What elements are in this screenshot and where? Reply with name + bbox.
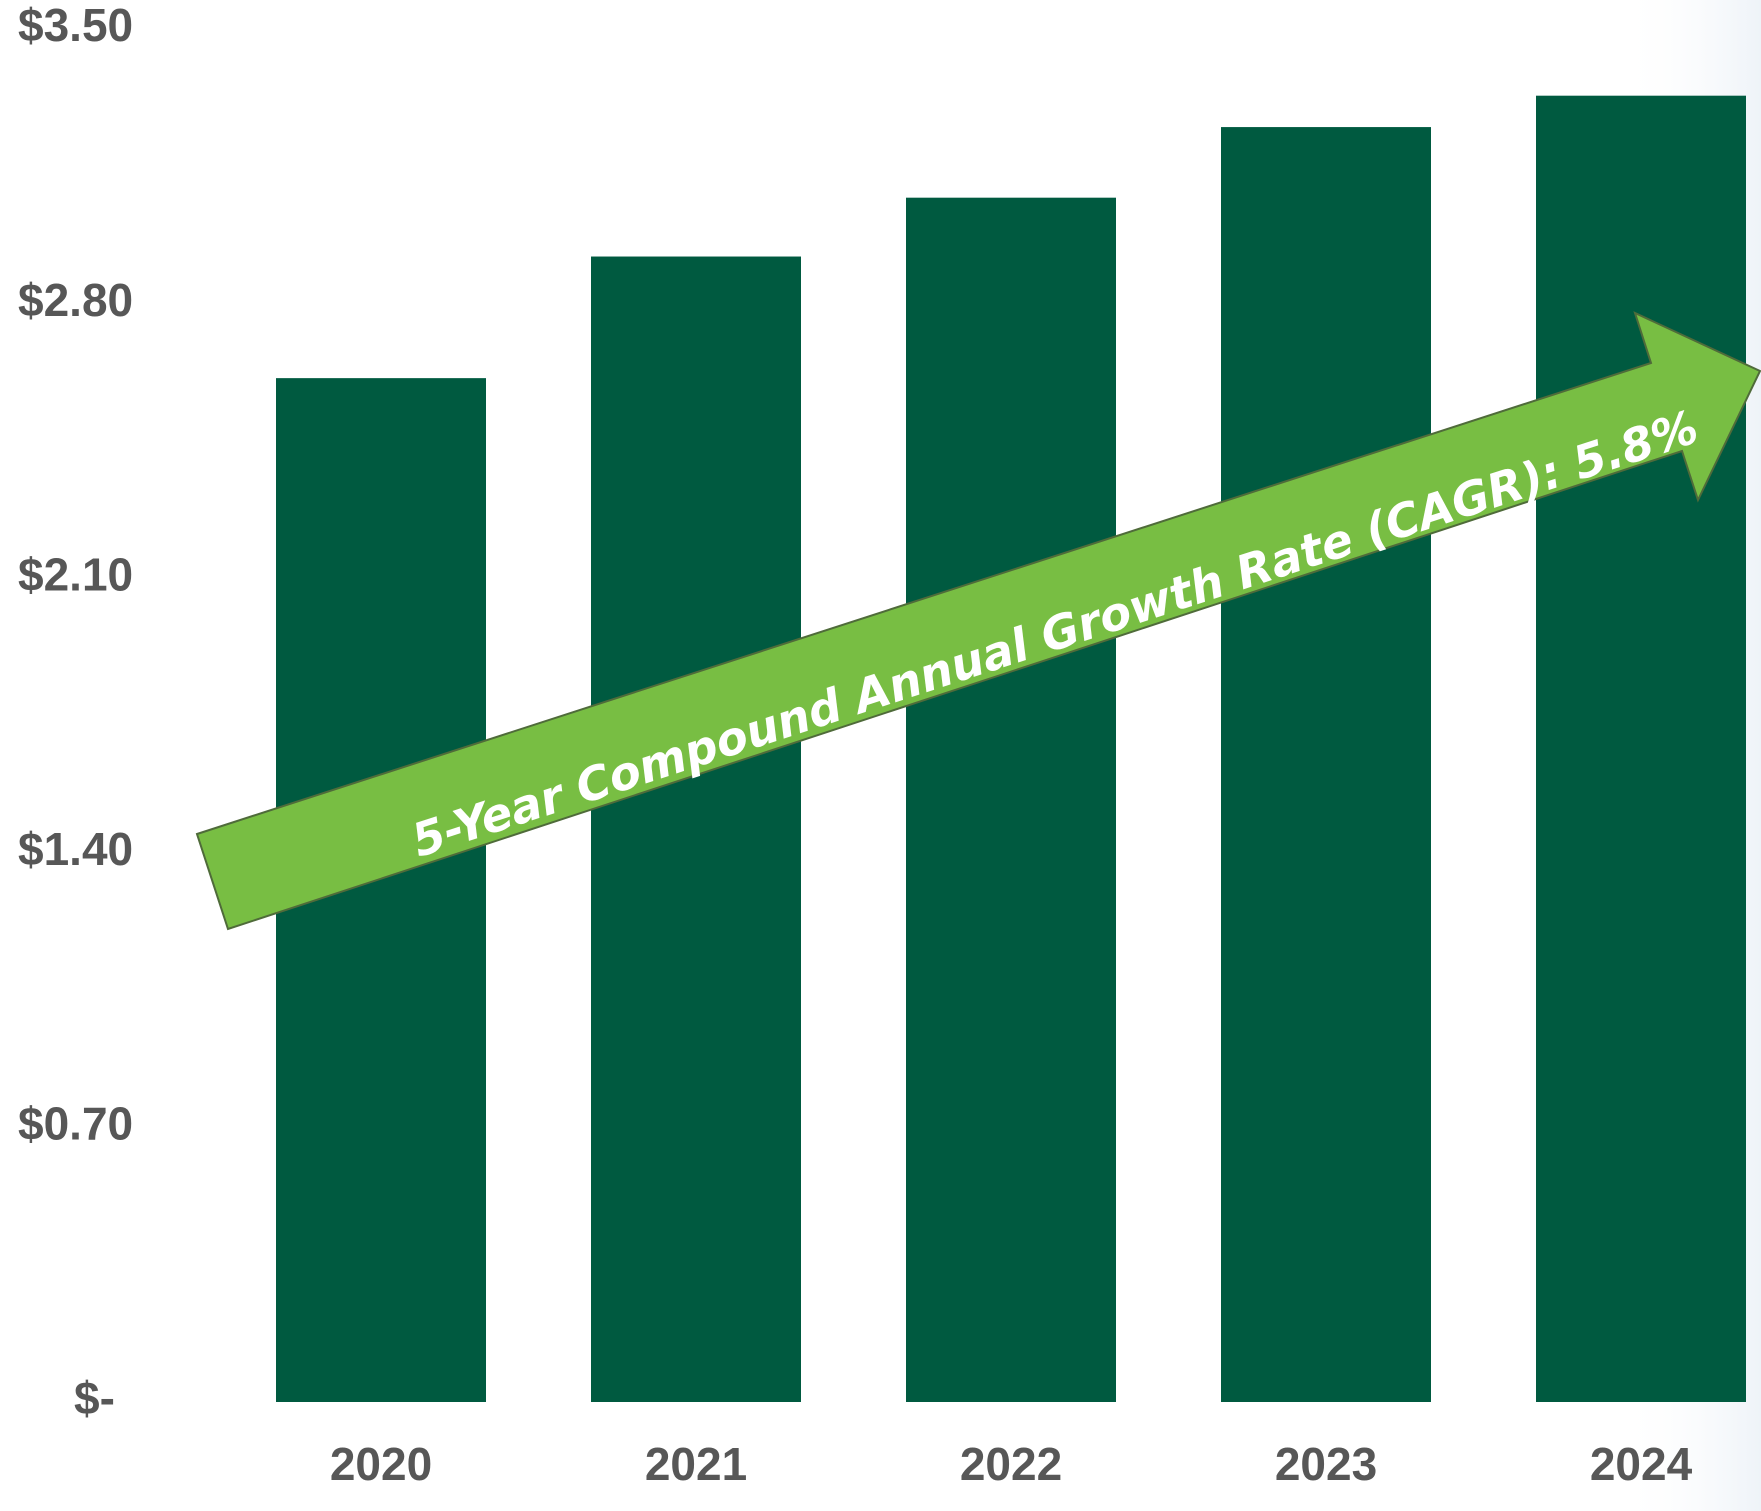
bar-2021 [591,256,801,1402]
y-tick-label: $2.80 [18,274,133,326]
x-tick-label: 2022 [960,1438,1062,1490]
y-axis: $- $0.70 $1.40 $2.10 $2.80 $3.50 [18,0,133,1424]
x-axis: 2020 2021 2022 2023 2024 [330,1438,1693,1490]
y-tick-label: $0.70 [18,1098,133,1150]
bar-2022 [906,197,1116,1402]
x-tick-label: 2024 [1590,1438,1693,1490]
bars [276,95,1746,1403]
bar-2024 [1536,95,1746,1402]
y-tick-label: $1.40 [18,823,133,875]
x-tick-label: 2020 [330,1438,432,1490]
y-tick-label: $- [74,1372,115,1424]
y-tick-label: $2.10 [18,548,133,600]
x-tick-label: 2021 [645,1438,747,1490]
y-tick-label: $3.50 [18,0,133,51]
cagr-arrow-shape [195,311,1761,931]
x-tick-label: 2023 [1275,1438,1377,1490]
bar-2023 [1221,127,1431,1403]
